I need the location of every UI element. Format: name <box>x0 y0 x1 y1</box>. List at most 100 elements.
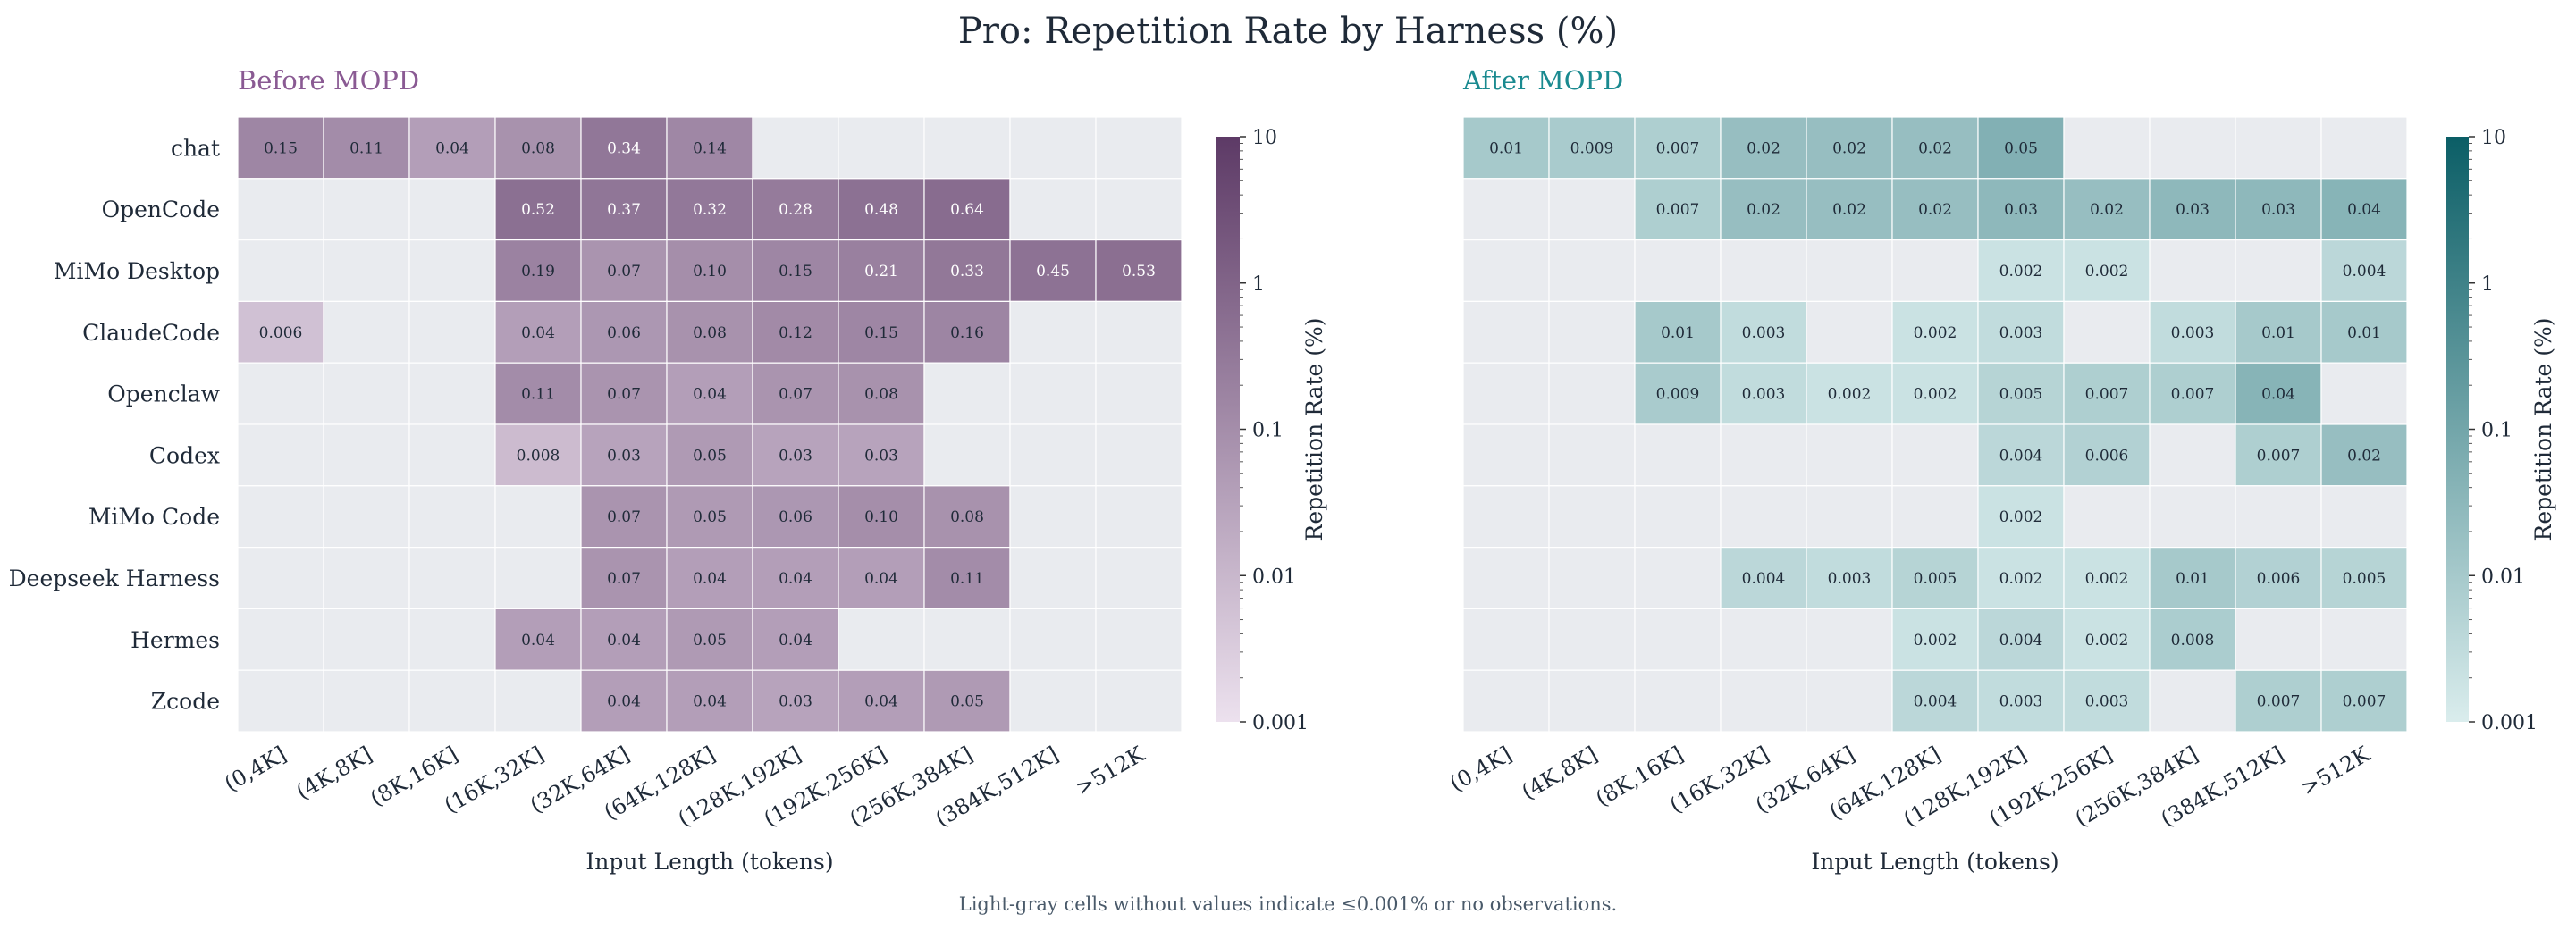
heatmap-cell <box>323 239 410 303</box>
cell-value-label: 0.01 <box>2176 570 2210 588</box>
colorbar <box>1216 137 1240 722</box>
heatmap-cell <box>2320 362 2408 425</box>
heatmap-cell <box>1548 362 1636 425</box>
heatmap-cell <box>2235 239 2322 303</box>
heatmap-cell <box>2320 546 2408 609</box>
cell-value-label: 0.53 <box>1122 263 1156 281</box>
cell-value-label: 0.004 <box>1999 447 2043 465</box>
cell-value-label: 0.04 <box>693 693 727 711</box>
cell-value-label: 0.007 <box>1656 139 1700 157</box>
heatmap-cell <box>237 116 324 180</box>
cell-value-label: 0.02 <box>1832 139 1866 157</box>
cell-value-label: 0.04 <box>779 570 812 588</box>
heatmap-cell <box>2320 608 2408 671</box>
heatmap-cell <box>1095 423 1183 487</box>
cell-value-label: 0.002 <box>1999 570 2043 588</box>
x-tick-label: (4K,8K] <box>1518 742 1602 805</box>
heatmap-cell <box>2063 423 2151 487</box>
heatmap-cell <box>2235 116 2322 180</box>
heatmap-cell <box>237 485 324 549</box>
colorbar-tick-label: 0.01 <box>2481 566 2525 588</box>
heatmap-cell <box>1009 300 1097 364</box>
heatmap-cell <box>923 300 1011 364</box>
heatmap-cell <box>237 546 324 609</box>
heatmap-cell <box>1548 485 1636 549</box>
heatmap-cell <box>580 362 668 425</box>
cell-value-label: 0.07 <box>607 263 641 281</box>
cell-value-label: 0.009 <box>1656 386 1700 404</box>
cell-value-label: 0.10 <box>693 263 727 281</box>
heatmap-cell <box>408 546 496 609</box>
heatmap-cell <box>1009 178 1097 241</box>
heatmap-cell <box>1548 608 1636 671</box>
cell-value-label: 0.002 <box>1914 632 1957 650</box>
heatmap-cell <box>2149 546 2236 609</box>
cell-value-label: 0.02 <box>2090 201 2124 219</box>
heatmap-cell <box>838 669 925 733</box>
heatmap-cell <box>237 362 324 425</box>
cell-value-label: 0.002 <box>2085 263 2129 281</box>
heatmap-cell <box>1462 608 1550 671</box>
heatmap-cell <box>923 485 1011 549</box>
heatmap-cell <box>1548 546 1636 609</box>
heatmap-cell <box>1462 300 1550 364</box>
cell-value-label: 0.14 <box>693 139 727 157</box>
cell-value-label: 0.04 <box>607 693 641 711</box>
cell-value-label: 0.003 <box>1999 324 2043 342</box>
heatmap-cell <box>1720 669 1807 733</box>
heatmap-cell <box>237 239 324 303</box>
cell-value-label: 0.006 <box>2085 447 2129 465</box>
heatmap-cell <box>494 669 582 733</box>
cell-value-label: 0.28 <box>779 201 812 219</box>
cell-value-label: 0.02 <box>1832 201 1866 219</box>
heatmap-cell <box>2320 300 2408 364</box>
heatmap-cell <box>1009 669 1097 733</box>
heatmap-cell <box>1720 608 1807 671</box>
heatmap-cell <box>1806 485 1893 549</box>
heatmap-cell <box>752 546 839 609</box>
heatmap-cell <box>2149 300 2236 364</box>
cell-value-label: 0.04 <box>864 570 898 588</box>
heatmap-cell <box>580 178 668 241</box>
cell-value-label: 0.15 <box>264 139 298 157</box>
heatmap-cell <box>2063 178 2151 241</box>
heatmap-cell <box>494 116 582 180</box>
heatmap-cell <box>408 239 496 303</box>
colorbar-label: Repetition Rate (%) <box>2530 318 2556 541</box>
heatmap-cell <box>408 300 496 364</box>
heatmap-cell <box>1806 546 1893 609</box>
cell-value-label: 0.05 <box>2004 139 2038 157</box>
heatmap-cell <box>1009 546 1097 609</box>
heatmap-cell <box>1806 300 1893 364</box>
heatmap-cell <box>237 423 324 487</box>
cell-value-label: 0.33 <box>950 263 984 281</box>
cell-value-label: 0.007 <box>2171 386 2215 404</box>
cell-value-label: 0.03 <box>2261 201 2295 219</box>
cell-value-label: 0.04 <box>693 570 727 588</box>
heatmap-cell <box>1891 178 1979 241</box>
heatmap-cell <box>1720 239 1807 303</box>
cell-value-label: 0.07 <box>607 508 641 526</box>
x-tick-label: (0,4K] <box>1445 742 1516 797</box>
cell-value-label: 0.004 <box>1742 570 1786 588</box>
cell-value-label: 0.003 <box>2171 324 2215 342</box>
cell-value-label: 0.003 <box>1742 386 1786 404</box>
heatmap-cell <box>2063 546 2151 609</box>
cell-value-label: 0.02 <box>1918 201 1952 219</box>
x-tick-label: (4K,8K] <box>292 742 376 805</box>
heatmap-cell <box>408 362 496 425</box>
heatmap-cell <box>838 608 925 671</box>
heatmap-cell <box>494 362 582 425</box>
heatmap-cell <box>323 178 410 241</box>
heatmap-cell <box>1720 485 1807 549</box>
cell-value-label: 0.19 <box>521 263 555 281</box>
heatmap-cell <box>1009 423 1097 487</box>
cell-value-label: 0.005 <box>1914 570 1957 588</box>
cell-value-label: 0.01 <box>2261 324 2295 342</box>
heatmap-cell <box>1634 485 1722 549</box>
heatmap-cell <box>323 546 410 609</box>
cell-value-label: 0.15 <box>864 324 898 342</box>
heatmap-cell <box>1977 546 2065 609</box>
heatmap-cell <box>1891 362 1979 425</box>
cell-value-label: 0.11 <box>521 386 555 404</box>
